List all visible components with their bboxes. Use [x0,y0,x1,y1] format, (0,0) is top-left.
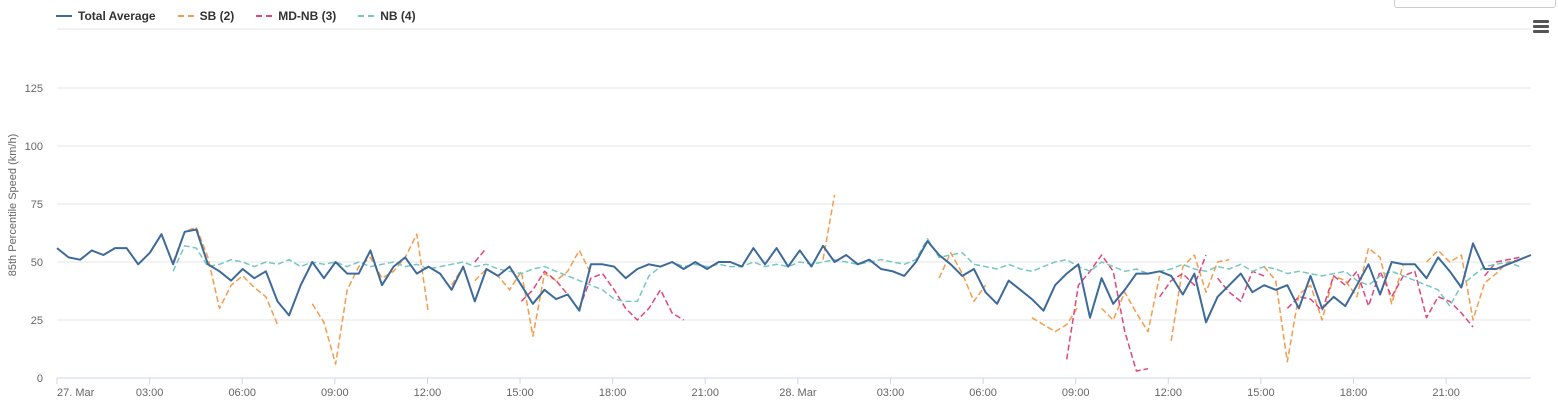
series-layer [56,194,1532,372]
series-line-md-nb-3-segment[interactable] [578,272,685,321]
legend-label: MD-NB (3) [278,9,337,23]
y-tick-label: 100 [25,141,43,153]
x-tick-label: 28. Mar [779,387,817,399]
series-line-sb-2-segment[interactable] [1263,247,1405,363]
series-line-sb-2-segment[interactable] [1101,275,1161,333]
series-line-sb-2-segment[interactable] [1425,249,1520,321]
y-tick-label: 75 [31,199,43,211]
menu-bar [1533,30,1549,33]
legend-swatch [177,15,194,17]
x-tick-label: 09:00 [321,387,349,399]
series-line-sb-2-segment[interactable] [1031,305,1080,333]
x-tick-label: 12:00 [414,387,442,399]
y-axis-ticks: 0 25 50 75 100 125 [25,83,43,385]
x-tick-label: 03:00 [877,387,905,399]
series-line-md-nb-3-segment[interactable] [474,247,487,263]
legend-item-md-nb[interactable]: MD-NB (3) [256,9,336,23]
legend-label: SB (2) [199,9,235,23]
series-line-md-nb-3-segment[interactable] [1158,254,1207,298]
x-tick-label: 06:00 [228,387,256,399]
series-line-sb-2-segment[interactable] [172,226,279,325]
chart-menu-button[interactable] [1530,18,1552,36]
y-tick-label: 0 [37,373,43,385]
x-tick-label: 06:00 [969,387,997,399]
legend-item-nb[interactable]: NB (4) [358,9,416,23]
x-tick-label: 18:00 [1340,387,1368,399]
chart-legend: Total Average SB (2) MD-NB (3) NB (4) [56,8,438,24]
y-tick-label: 25 [31,315,43,327]
x-tick-label: 21:00 [1432,387,1460,399]
top-right-control[interactable] [1394,0,1556,8]
series-line-sb-2-segment[interactable] [1170,254,1230,342]
legend-swatch [256,15,273,17]
x-tick-label: 27. Mar [57,387,95,399]
x-tick-label: 03:00 [136,387,164,399]
series-line-md-nb-3-segment[interactable] [1286,270,1474,328]
grid-lines [57,87,1531,379]
hamburger-menu-icon [1530,20,1552,33]
series-line-md-nb-3-segment[interactable] [1065,254,1149,372]
y-tick-label: 50 [31,257,43,269]
legend-swatch [56,15,72,17]
x-tick-label: 21:00 [691,387,719,399]
x-tick-label: 18:00 [599,387,627,399]
x-tick-label: 15:00 [506,387,534,399]
x-tick-label: 15:00 [1247,387,1275,399]
x-tick-label: 12:00 [1155,387,1183,399]
legend-swatch [358,15,375,17]
legend-item-total-average[interactable]: Total Average [56,9,156,23]
menu-bar [1533,25,1549,28]
y-tick-label: 125 [25,83,43,95]
series-line-sb-2-segment[interactable] [311,233,430,365]
menu-bar [1533,20,1549,23]
y-axis-label: 85th Percentile Speed (km/h) [7,134,19,276]
series-line-sb-2-segment[interactable] [474,249,592,337]
series-line-md-nb-3-segment[interactable] [520,270,569,302]
series-line-total-average[interactable] [56,228,1532,324]
legend-label: Total Average [78,9,156,23]
series-line-md-nb-3-segment[interactable] [1217,270,1265,303]
x-axis-ticks: 27. Mar 03:00 06:00 09:00 12:00 15:00 18:00 21:… [56,378,1460,399]
x-tick-label: 09:00 [1062,387,1090,399]
legend-item-sb[interactable]: SB (2) [177,9,235,23]
legend-label: NB (4) [380,9,416,23]
